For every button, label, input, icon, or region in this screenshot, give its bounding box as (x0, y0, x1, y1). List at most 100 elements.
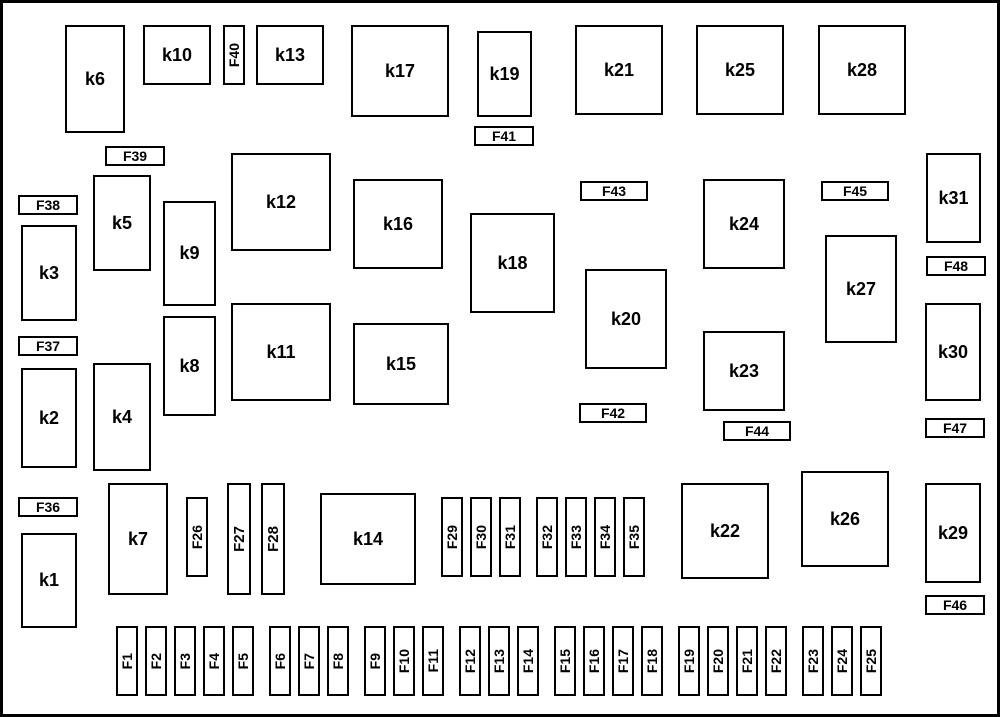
box-label: k3 (39, 263, 59, 284)
box-f35: F35 (623, 497, 645, 577)
box-f26: F26 (186, 497, 208, 577)
box-label: F22 (768, 649, 784, 673)
box-label: k19 (489, 64, 519, 85)
box-label: F48 (944, 258, 968, 274)
box-f45: F45 (821, 181, 889, 201)
box-f1: F1 (116, 626, 138, 696)
box-f7: F7 (298, 626, 320, 696)
box-label: k9 (179, 243, 199, 264)
box-label: F40 (226, 43, 242, 67)
box-f18: F18 (641, 626, 663, 696)
box-label: k29 (938, 523, 968, 544)
box-k31: k31 (926, 153, 981, 243)
box-label: k27 (846, 279, 876, 300)
box-label: F42 (601, 405, 625, 421)
box-f38: F38 (18, 195, 78, 215)
box-f16: F16 (583, 626, 605, 696)
box-f6: F6 (269, 626, 291, 696)
box-label: F17 (615, 649, 631, 673)
box-label: F19 (681, 649, 697, 673)
box-label: k6 (85, 69, 105, 90)
box-label: k24 (729, 214, 759, 235)
box-k18: k18 (470, 213, 555, 313)
box-f27: F27 (227, 483, 251, 595)
box-k25: k25 (696, 25, 784, 115)
box-k14: k14 (320, 493, 416, 585)
box-f5: F5 (232, 626, 254, 696)
box-label: F15 (557, 649, 573, 673)
box-k13: k13 (256, 25, 324, 85)
box-f17: F17 (612, 626, 634, 696)
box-f44: F44 (723, 421, 791, 441)
box-label: F11 (425, 649, 441, 672)
box-f29: F29 (441, 497, 463, 577)
box-label: F3 (177, 653, 193, 669)
box-label: k17 (385, 61, 415, 82)
box-k7: k7 (108, 483, 168, 595)
box-f22: F22 (765, 626, 787, 696)
box-k23: k23 (703, 331, 785, 411)
box-label: F46 (943, 597, 967, 613)
box-k12: k12 (231, 153, 331, 251)
box-label: k21 (604, 60, 634, 81)
box-label: F27 (231, 526, 248, 552)
box-f30: F30 (470, 497, 492, 577)
box-label: F35 (626, 525, 642, 549)
box-f23: F23 (802, 626, 824, 696)
box-label: F23 (805, 649, 821, 673)
box-label: k13 (275, 45, 305, 66)
box-label: k26 (830, 509, 860, 530)
box-f46: F46 (925, 595, 985, 615)
box-f42: F42 (579, 403, 647, 423)
box-label: F37 (36, 338, 60, 354)
box-f28: F28 (261, 483, 285, 595)
box-label: F25 (863, 649, 879, 673)
box-label: F7 (301, 653, 317, 669)
box-label: F38 (36, 197, 60, 213)
box-label: F16 (586, 649, 602, 673)
box-label: k28 (847, 60, 877, 81)
box-k4: k4 (93, 363, 151, 471)
box-f4: F4 (203, 626, 225, 696)
box-f47: F47 (925, 418, 985, 438)
box-label: k14 (353, 529, 383, 550)
box-f37: F37 (18, 336, 78, 356)
box-label: F34 (597, 525, 613, 549)
box-label: F32 (539, 525, 555, 549)
box-label: F2 (148, 653, 164, 669)
box-label: F26 (189, 525, 205, 549)
box-label: k5 (112, 213, 132, 234)
box-f36: F36 (18, 497, 78, 517)
box-f21: F21 (736, 626, 758, 696)
box-label: k12 (266, 192, 296, 213)
box-label: F18 (644, 649, 660, 673)
box-label: k4 (112, 407, 132, 428)
box-label: k10 (162, 45, 192, 66)
box-label: F6 (272, 653, 288, 669)
box-label: F28 (265, 526, 282, 552)
box-label: F5 (235, 653, 251, 669)
box-label: F8 (330, 653, 346, 669)
box-label: k8 (179, 356, 199, 377)
box-label: k1 (39, 570, 59, 591)
box-label: k2 (39, 408, 59, 429)
box-label: F43 (602, 183, 626, 199)
box-f33: F33 (565, 497, 587, 577)
box-f12: F12 (459, 626, 481, 696)
box-label: F20 (710, 649, 726, 673)
box-label: k20 (611, 309, 641, 330)
box-f9: F9 (364, 626, 386, 696)
box-f41: F41 (474, 126, 534, 146)
box-label: F41 (492, 128, 516, 144)
box-k8: k8 (163, 316, 216, 416)
box-k21: k21 (575, 25, 663, 115)
box-k6: k6 (65, 25, 125, 133)
box-f19: F19 (678, 626, 700, 696)
box-k9: k9 (163, 201, 216, 306)
box-k24: k24 (703, 179, 785, 269)
box-label: k18 (497, 253, 527, 274)
box-k27: k27 (825, 235, 897, 343)
box-label: k23 (729, 361, 759, 382)
box-f43: F43 (580, 181, 648, 201)
box-f8: F8 (327, 626, 349, 696)
